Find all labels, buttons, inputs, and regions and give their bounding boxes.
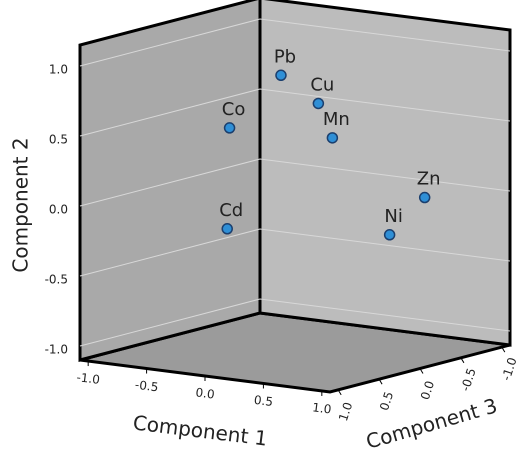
grid-line	[79, 18, 511, 67]
z-tick	[378, 378, 383, 385]
grid-line	[79, 298, 511, 347]
point	[326, 132, 339, 144]
point	[383, 229, 396, 241]
point	[312, 97, 325, 110]
grid-line	[79, 158, 511, 207]
z-tick-label: 0.0	[418, 379, 437, 401]
z-tick-label: 0.5	[377, 390, 396, 412]
point-label: Co	[222, 99, 246, 120]
y-tick-label: 0.5	[49, 133, 68, 147]
x-tick-label: 0.0	[195, 385, 216, 401]
z-tick	[419, 368, 424, 374]
point-label: Pb	[274, 46, 296, 67]
point-label: Mn	[323, 109, 350, 130]
point-label: Ni	[384, 206, 402, 227]
z-tick	[337, 389, 342, 396]
z-tick-label: 1.0	[336, 400, 355, 422]
x-tick-label: -0.5	[134, 378, 159, 395]
y-tick-label: 1.0	[49, 63, 68, 77]
x-tick-label: -1.0	[76, 370, 101, 387]
back-wall	[258, 0, 512, 347]
z-tick	[460, 357, 465, 364]
z-tick	[501, 346, 506, 353]
point-label: Cd	[219, 200, 243, 221]
point	[275, 69, 287, 82]
x-tick-label: 0.5	[253, 393, 274, 409]
y-tick-label: 0.0	[49, 203, 68, 217]
grid-line	[79, 228, 511, 277]
point	[418, 191, 431, 204]
point	[221, 223, 233, 235]
x-axis-title: Component 1	[132, 410, 269, 450]
z-tick-label: -1.0	[499, 356, 520, 383]
y-tick-label: -0.5	[45, 273, 68, 287]
y-tick-label: -1.0	[45, 343, 68, 357]
point-label: Zn	[417, 169, 441, 190]
point-label: Cu	[310, 74, 334, 95]
grid-line	[79, 88, 511, 137]
z-tick-label: -0.5	[458, 366, 479, 393]
y-axis-title: Component 2	[9, 137, 33, 272]
point	[223, 122, 236, 134]
left-wall	[78, 0, 262, 362]
x-tick-label: 1.0	[312, 400, 333, 416]
